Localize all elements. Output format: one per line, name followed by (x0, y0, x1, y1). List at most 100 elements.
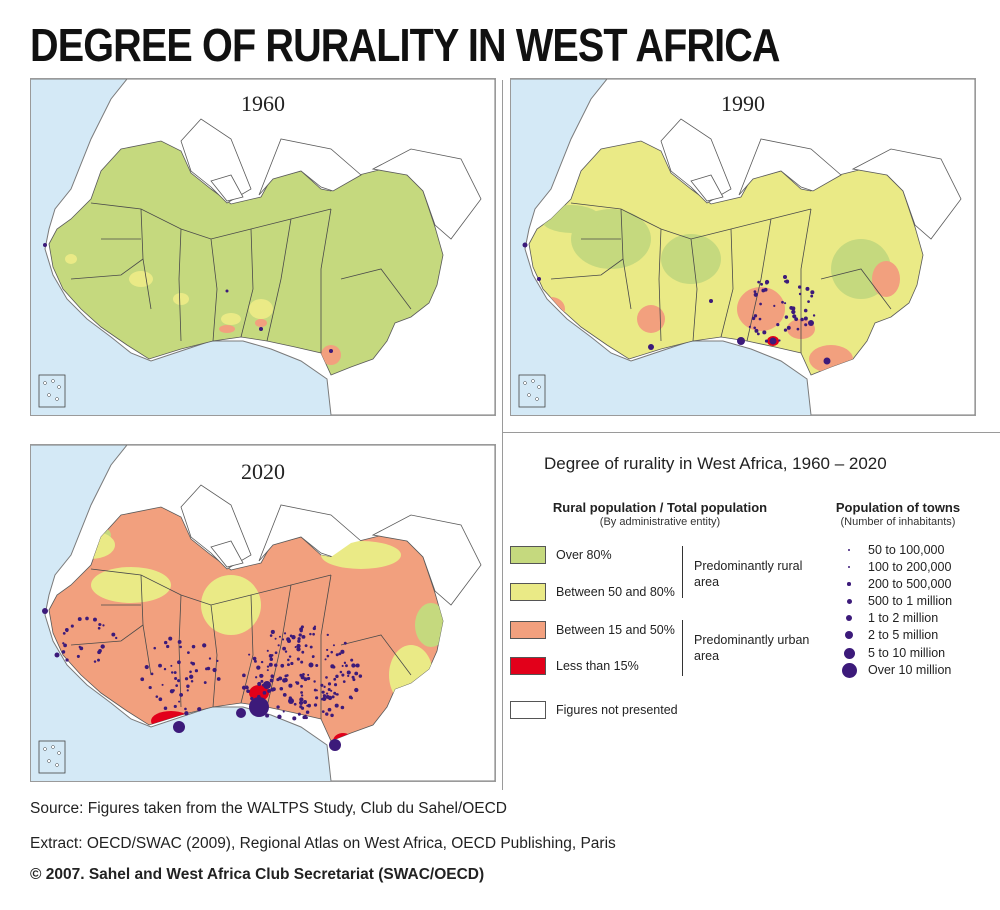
island (43, 381, 47, 385)
town-size-label: 2 to 5 million (868, 628, 939, 642)
town-marker (270, 687, 275, 692)
swatch-15-50 (510, 621, 546, 639)
town-marker (260, 660, 264, 664)
town-marker (324, 658, 327, 661)
town-marker (236, 708, 246, 718)
town-marker (537, 277, 541, 281)
town-marker (765, 281, 769, 285)
patch-15-50 (872, 261, 900, 297)
town-marker (330, 650, 334, 654)
legend-class-under-15: Less than 15% (510, 656, 639, 676)
town-marker (296, 643, 301, 649)
town-size-row: Over 10 million (838, 662, 951, 678)
town-marker (208, 657, 212, 660)
town-marker (784, 302, 787, 305)
town-marker (292, 716, 297, 721)
town-marker (332, 644, 335, 647)
patch-15-50 (321, 345, 341, 365)
town-marker (266, 669, 269, 672)
page-title: DEGREE OF RURALITY IN WEST AFRICA (30, 19, 781, 71)
town-marker (271, 654, 274, 657)
town-marker (298, 633, 302, 637)
town-marker (299, 673, 303, 677)
town-dot-icon (843, 647, 855, 659)
rural-header-sub: (By administrative entity) (599, 516, 721, 528)
town-marker (803, 316, 808, 321)
town-markers (42, 608, 363, 751)
town-marker (299, 705, 303, 709)
town-marker (186, 689, 189, 692)
town-marker (807, 300, 810, 303)
town-marker (283, 677, 288, 683)
town-marker (62, 632, 66, 635)
town-marker (306, 676, 311, 681)
town-marker (305, 710, 310, 714)
town-marker (341, 664, 344, 668)
patch-50-80 (65, 254, 77, 264)
divider-horizontal (502, 432, 1000, 433)
town-marker (288, 698, 294, 704)
town-marker (54, 652, 60, 658)
town-marker (278, 635, 281, 638)
divider-vertical (502, 80, 503, 790)
town-marker (76, 654, 80, 658)
town-marker (343, 661, 347, 664)
town-marker (284, 650, 288, 653)
patch-over-80 (415, 603, 443, 647)
town-marker (172, 689, 175, 692)
town-marker (302, 672, 305, 676)
town-dot-icon (845, 631, 853, 639)
swatch-label: Figures not presented (556, 703, 678, 717)
town-marker (268, 662, 273, 667)
town-marker (287, 658, 290, 662)
town-marker (804, 323, 808, 327)
town-marker (43, 243, 47, 247)
town-marker (784, 315, 789, 319)
town-marker (253, 659, 257, 663)
town-marker (189, 670, 192, 674)
town-marker (280, 663, 285, 668)
border-line (340, 634, 412, 676)
town-marker (311, 655, 315, 658)
town-marker (754, 328, 759, 333)
town-marker (194, 669, 199, 673)
town-marker (797, 285, 802, 289)
town-marker (737, 337, 745, 345)
town-marker (282, 646, 287, 651)
swatch-label: Less than 15% (556, 659, 639, 673)
town-marker (283, 632, 287, 635)
town-marker (358, 674, 363, 678)
map-year-label: 1990 (721, 91, 765, 116)
town-marker (335, 693, 338, 696)
town-marker (257, 681, 262, 686)
town-marker (178, 700, 181, 703)
town-dot-icon (846, 615, 852, 621)
town-marker (173, 671, 177, 674)
town-marker (166, 644, 170, 649)
town-marker (348, 671, 351, 674)
town-marker (798, 292, 802, 296)
town-marker (270, 674, 275, 678)
town-marker (191, 661, 196, 666)
town-marker (343, 641, 347, 645)
town-dot-icon (847, 582, 851, 586)
town-marker (810, 294, 814, 298)
border-line (820, 268, 892, 310)
island (51, 379, 55, 383)
town-marker (330, 713, 334, 718)
no-data-zone (690, 174, 724, 202)
town-marker (756, 332, 760, 336)
town-marker (338, 652, 342, 656)
town-marker (330, 689, 333, 692)
town-marker (333, 677, 337, 681)
town-marker (325, 712, 329, 716)
region-fill (48, 140, 444, 376)
town-marker (331, 695, 335, 699)
town-marker (340, 649, 345, 654)
island (535, 397, 539, 401)
border-line (178, 228, 182, 342)
no-data-zone (371, 148, 482, 240)
border-line (746, 218, 772, 342)
town-marker (778, 339, 781, 342)
town-marker (783, 328, 788, 332)
